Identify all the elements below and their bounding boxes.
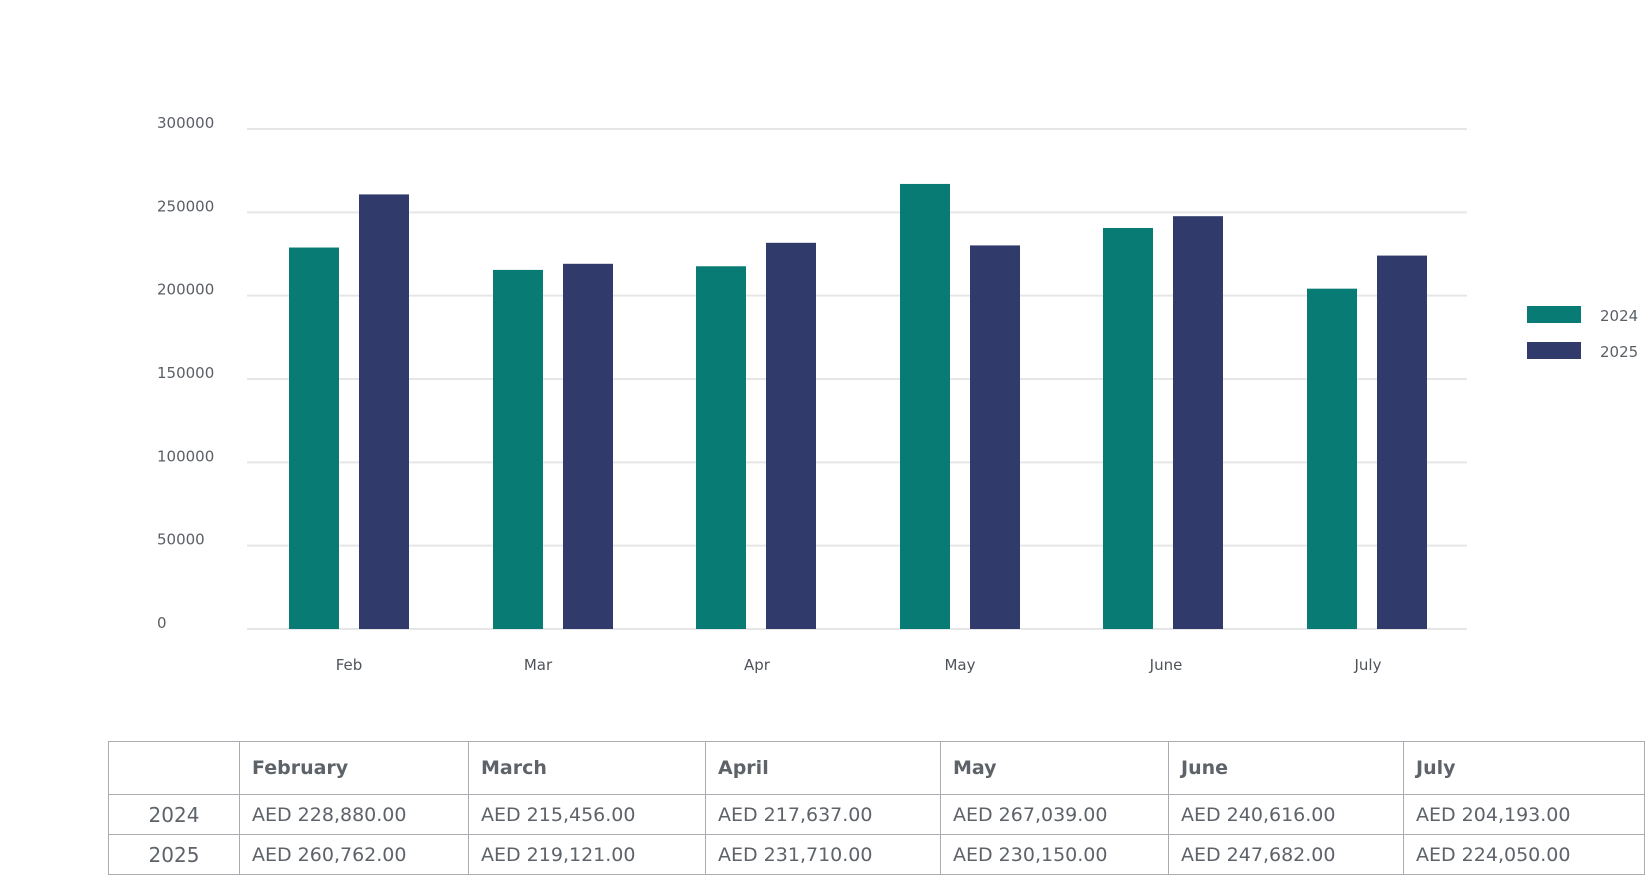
bar-2025-June	[1173, 216, 1223, 630]
table-cell: AED 215,456.00	[468, 794, 706, 835]
x-tick-label: Mar	[524, 656, 553, 674]
bar-2025-July	[1377, 255, 1427, 630]
bar-2025-May	[970, 245, 1020, 629]
y-tick-label: 0	[157, 614, 167, 632]
legend-label: 2024	[1600, 307, 1638, 325]
y-tick-label: 100000	[157, 447, 214, 465]
table-cell: AED 267,039.00	[940, 794, 1169, 835]
y-axis-ticks: 0 50000 100000 150000 200000 250000 300000	[157, 114, 214, 632]
table-row: 2025 AED 260,762.00 AED 219,121.00 AED 2…	[108, 834, 1645, 875]
y-tick-label: 300000	[157, 114, 214, 132]
bar-2024-May	[900, 183, 950, 629]
table-row-year: 2024	[108, 794, 240, 835]
table-cell: AED 230,150.00	[940, 834, 1169, 875]
bars	[289, 183, 1427, 630]
table-cell: AED 204,193.00	[1403, 794, 1645, 835]
x-tick-label: Feb	[336, 656, 363, 674]
bar-2025-Mar	[563, 263, 613, 629]
x-axis-ticks: Feb Mar Apr May June July	[336, 656, 1382, 674]
bar-chart: 0 50000 100000 150000 200000 250000 300000 Feb…	[157, 114, 1638, 674]
legend: 2024 2025	[1527, 306, 1638, 361]
table-cell: AED 247,682.00	[1168, 834, 1404, 875]
legend-swatch-2024	[1527, 306, 1581, 323]
legend-label: 2025	[1600, 343, 1638, 361]
bar-2025-Apr	[766, 242, 816, 630]
y-tick-label: 50000	[157, 531, 205, 549]
table-header-cell: March	[468, 741, 706, 795]
x-tick-label: May	[944, 656, 975, 674]
x-tick-label: Apr	[744, 656, 771, 674]
x-tick-label: June	[1149, 656, 1183, 674]
table-header-cell: April	[705, 741, 941, 795]
table-header-cell: June	[1168, 741, 1404, 795]
x-tick-label: July	[1354, 656, 1382, 674]
y-tick-label: 200000	[157, 281, 214, 299]
table-cell: AED 217,637.00	[705, 794, 941, 835]
bar-2024-Apr	[696, 266, 746, 629]
table-cell: AED 260,762.00	[239, 834, 469, 875]
table-header-cell: May	[940, 741, 1169, 795]
bar-2024-Mar	[493, 269, 543, 629]
bar-2024-Feb	[289, 247, 339, 630]
table-cell: AED 240,616.00	[1168, 794, 1404, 835]
table-header-cell	[108, 741, 240, 795]
table-cell: AED 219,121.00	[468, 834, 706, 875]
bar-2024-June	[1103, 227, 1153, 629]
table-cell: AED 231,710.00	[705, 834, 941, 875]
table-cell: AED 224,050.00	[1403, 834, 1645, 875]
table-row: 2024 AED 228,880.00 AED 215,456.00 AED 2…	[108, 794, 1645, 835]
table-header-cell: July	[1403, 741, 1645, 795]
table-cell: AED 228,880.00	[239, 794, 469, 835]
legend-swatch-2025	[1527, 342, 1581, 359]
bar-2024-July	[1307, 288, 1357, 629]
table-header-cell: February	[239, 741, 469, 795]
data-table: February March April May June July 2024 …	[108, 741, 1645, 875]
y-tick-label: 250000	[157, 197, 214, 215]
bar-2025-Feb	[359, 194, 409, 629]
y-tick-label: 150000	[157, 364, 214, 382]
gridlines	[247, 128, 1467, 630]
table-row-year: 2025	[108, 834, 240, 875]
table-header-row: February March April May June July	[108, 741, 1645, 795]
